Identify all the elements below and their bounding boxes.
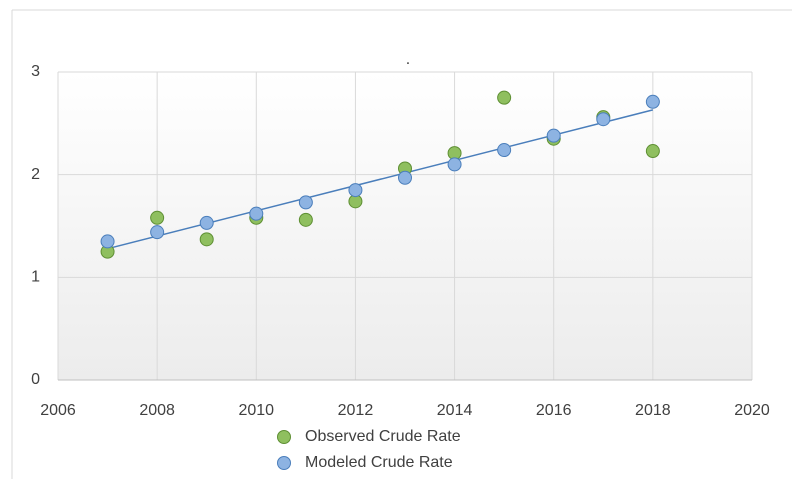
- plot-area: [58, 72, 752, 380]
- x-tick-label: 2008: [139, 402, 175, 419]
- trendline: [107, 109, 654, 250]
- data-point: [298, 195, 313, 210]
- data-point: [398, 170, 412, 185]
- data-point: [298, 212, 313, 227]
- y-tick-label: 2: [31, 166, 40, 183]
- data-point: [348, 183, 363, 198]
- x-tick-label: 2020: [734, 402, 770, 419]
- chart-title: .: [406, 51, 410, 68]
- data-point: [150, 225, 165, 240]
- y-tick-label: 1: [31, 269, 40, 286]
- data-point: [546, 128, 561, 143]
- x-tick-label: 2006: [40, 402, 76, 419]
- data-point: [447, 157, 462, 172]
- data-point: [596, 112, 611, 127]
- x-tick-label: 2014: [437, 402, 473, 419]
- data-point: [497, 143, 512, 158]
- y-tick-label: 3: [31, 63, 40, 80]
- x-tick-label: 2010: [238, 402, 274, 419]
- x-tick-label: 2018: [635, 402, 671, 419]
- data-point: [100, 234, 115, 249]
- legend-marker: [277, 430, 291, 444]
- data-point: [645, 144, 660, 159]
- data-point: [199, 215, 214, 230]
- legend-label: Modeled Crude Rate: [305, 454, 453, 471]
- data-point: [249, 206, 264, 221]
- data-point: [497, 90, 512, 105]
- data-point: [150, 210, 165, 225]
- y-tick-label: 0: [31, 371, 40, 388]
- legend-marker: [277, 456, 291, 470]
- data-point: [199, 232, 214, 247]
- x-tick-label: 2012: [338, 402, 374, 419]
- x-tick-label: 2016: [536, 402, 572, 419]
- legend-label: Observed Crude Rate: [305, 428, 461, 445]
- data-point: [645, 94, 660, 109]
